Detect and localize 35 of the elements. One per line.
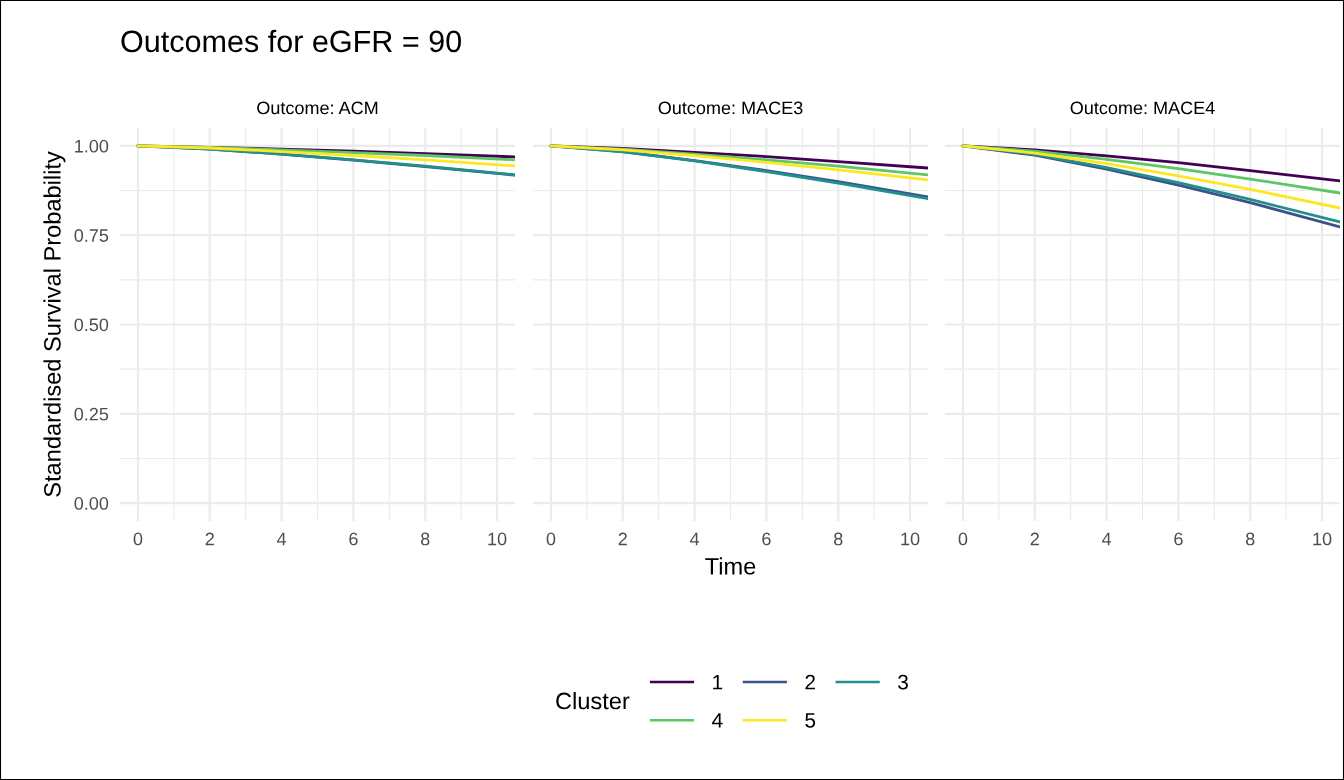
x-tick-label: 10 xyxy=(488,532,507,546)
x-tick-label: 6 xyxy=(349,532,358,546)
legend-label: 1 xyxy=(713,674,723,690)
chart-title: Outcome: MACE4 xyxy=(1070,101,1215,115)
x-tick-label: 0 xyxy=(546,532,556,546)
chart-title: Outcome: ACM xyxy=(257,101,378,115)
x-tick-label: 2 xyxy=(1030,532,1039,546)
x-tick-label: 10 xyxy=(901,532,920,546)
x-tick-label: 4 xyxy=(276,532,287,546)
x-tick-label: 6 xyxy=(762,532,771,546)
y-tick-label: 0.75 xyxy=(74,229,109,242)
x-tick-label: 0 xyxy=(133,532,143,546)
x-tick-label: 4 xyxy=(1101,532,1112,546)
x-tick-label: 0 xyxy=(958,532,968,546)
legend-label: 5 xyxy=(805,713,816,728)
chart-title: Outcome: MACE3 xyxy=(658,101,803,115)
y-tick-label: 0.00 xyxy=(74,497,109,510)
legend-label: 4 xyxy=(712,713,723,728)
legend-label: 2 xyxy=(805,674,815,690)
x-tick-label: 8 xyxy=(1245,532,1255,546)
y-tick-label: 1.00 xyxy=(75,139,109,153)
x-tick-label: 8 xyxy=(833,532,843,546)
y-tick-label: 0.50 xyxy=(74,318,109,332)
text: Outcomes for eGFR = 90 xyxy=(121,29,461,53)
x-axis-title: Time xyxy=(705,557,756,575)
x-tick-label: 2 xyxy=(205,532,214,546)
y-axis-title: Standardised Survival Probability xyxy=(43,151,66,497)
x-tick-label: 6 xyxy=(1174,532,1183,546)
legend-label: 3 xyxy=(898,674,908,690)
legend-title: Cluster xyxy=(556,691,630,710)
y-tick-label: 0.25 xyxy=(74,407,109,421)
x-tick-label: 8 xyxy=(420,532,430,546)
x-tick-label: 2 xyxy=(618,532,627,546)
x-tick-label: 4 xyxy=(689,532,700,546)
x-tick-label: 10 xyxy=(1313,532,1332,546)
